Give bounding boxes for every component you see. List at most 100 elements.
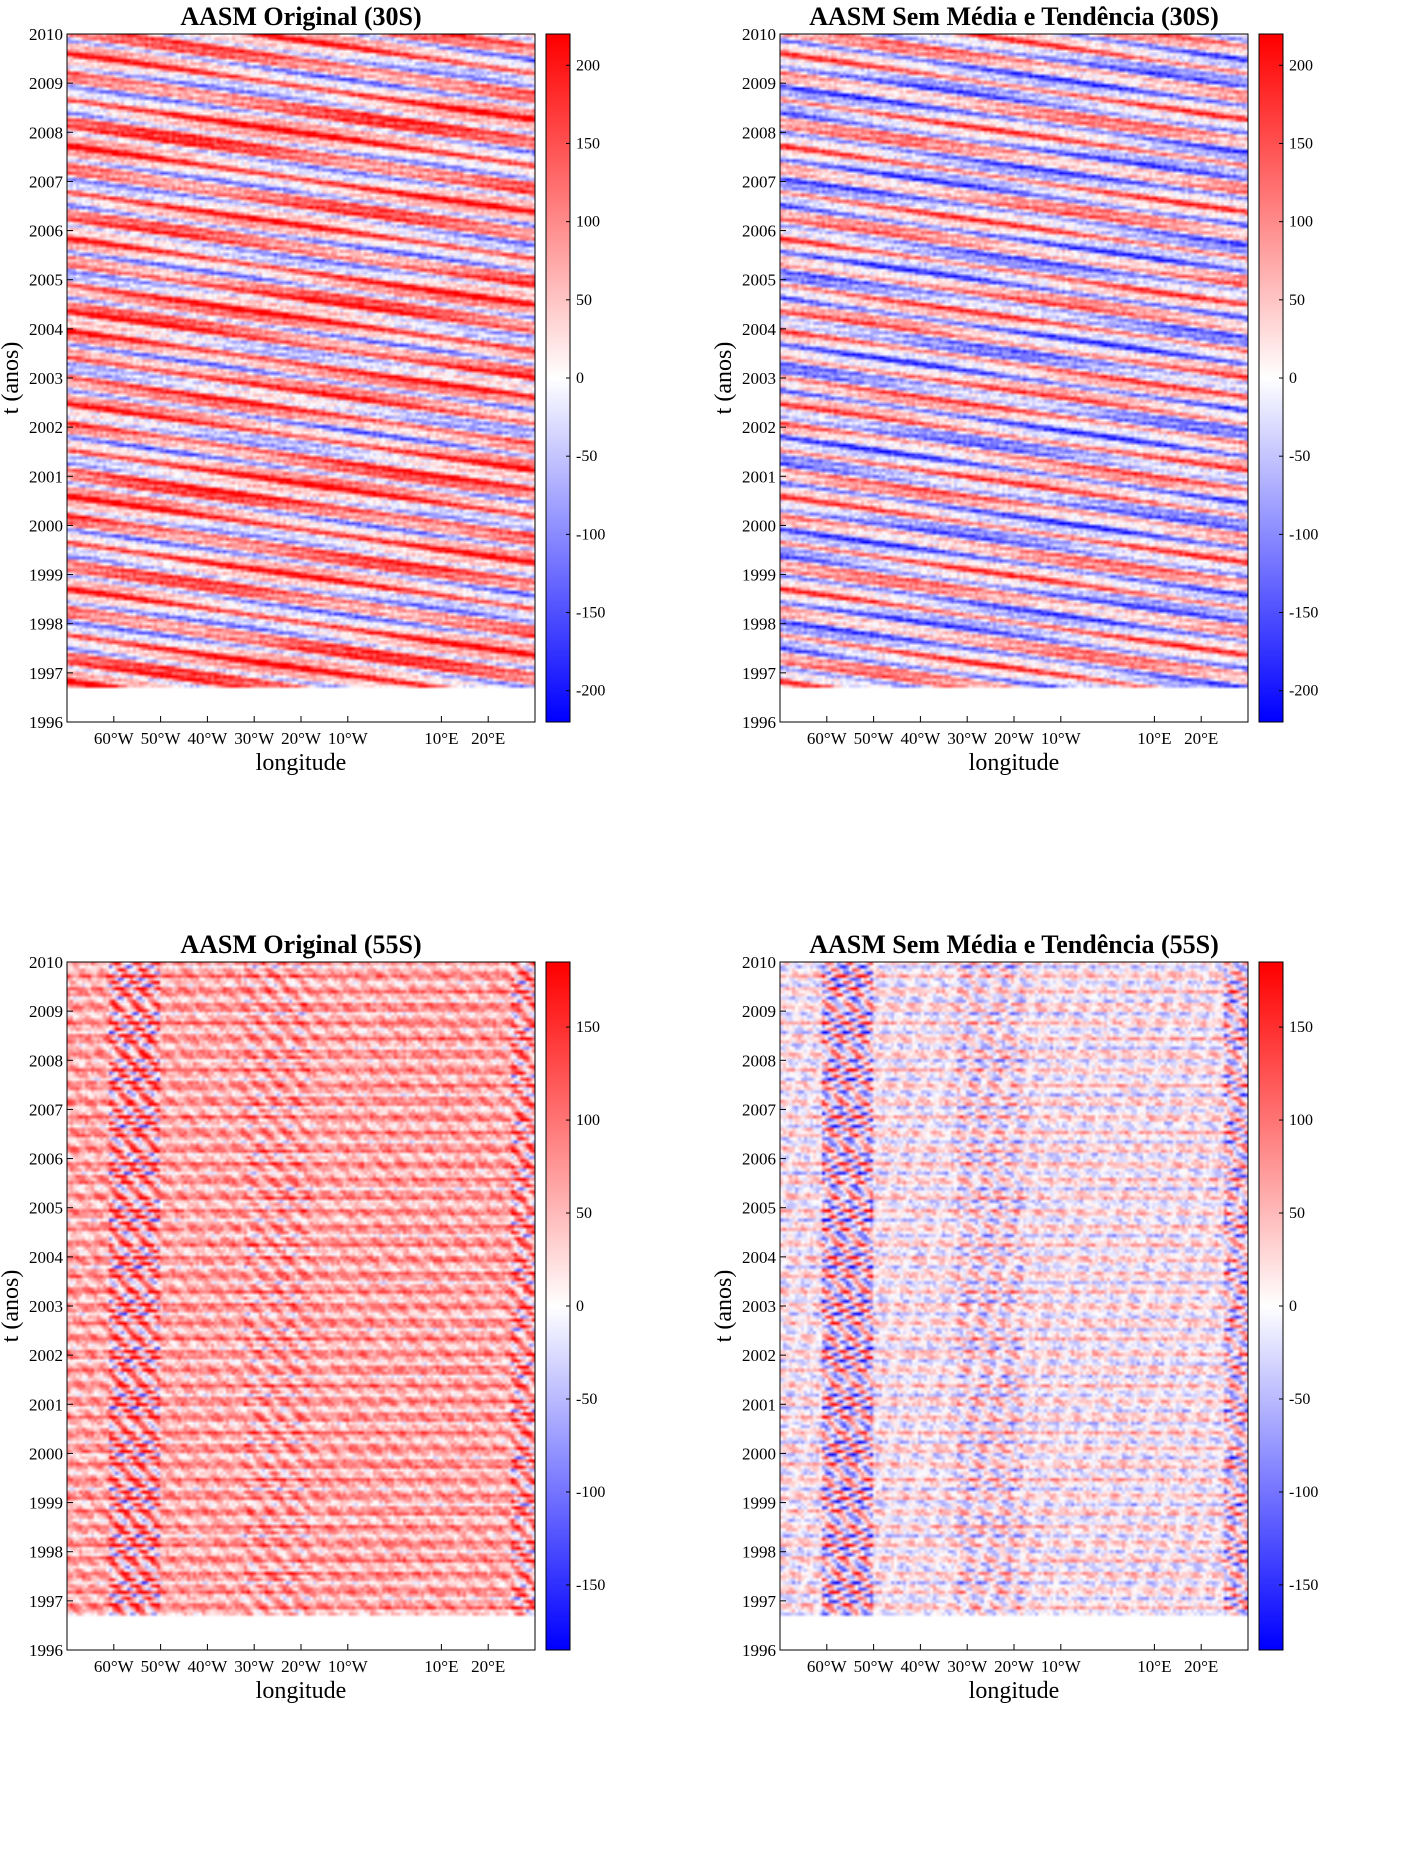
- y-tick-label-2009: 2009: [29, 74, 63, 93]
- y-tick-label-2006: 2006: [742, 222, 776, 241]
- colorbar-tick-label: -100: [576, 526, 605, 543]
- heatmap-image: [67, 34, 535, 722]
- colorbar-tick-label: 200: [1289, 57, 1313, 74]
- x-tick-label-40-w: 40°W: [187, 1657, 228, 1676]
- colorbar-tick-label: -50: [576, 1391, 597, 1408]
- y-tick-label-2007: 2007: [29, 172, 64, 191]
- colorbar-tick-label: -150: [1289, 1577, 1318, 1594]
- colorbar-tick-label: 150: [1289, 1019, 1313, 1036]
- heatmap-svg: AASM Original (55S) 60°W 50°W 40°W 30°W 20°W 1…: [0, 930, 605, 1704]
- x-tick-label-50-w: 50°W: [854, 1657, 895, 1676]
- heatmap-svg: AASM Sem Média e Tendência (55S) 60°W 50°W…: [713, 930, 1318, 1704]
- y-tick-label-2003: 2003: [742, 1297, 776, 1316]
- y-tick-label-1998: 1998: [742, 1543, 776, 1562]
- y-tick-label-2001: 2001: [742, 467, 776, 486]
- colorbar-tick-label: 150: [576, 1019, 600, 1036]
- x-tick-label-40-w: 40°W: [187, 729, 228, 748]
- chart-panel-detrended-55s: AASM Sem Média e Tendência (55S) 60°W 50°W…: [713, 928, 1426, 1856]
- y-tick-label-2006: 2006: [29, 222, 63, 241]
- x-tick-label-10-e: 10°E: [424, 729, 458, 748]
- y-tick-label-2009: 2009: [742, 1002, 776, 1021]
- y-tick-label-2005: 2005: [742, 1199, 776, 1218]
- y-axis-label: t (anos): [0, 342, 24, 415]
- y-tick-label-2002: 2002: [742, 418, 776, 437]
- y-tick-label-2010: 2010: [742, 25, 776, 44]
- y-tick-label-1999: 1999: [29, 566, 63, 585]
- y-tick-label-2005: 2005: [29, 271, 63, 290]
- y-tick-label-1997: 1997: [742, 1592, 777, 1611]
- x-tick-label-50-w: 50°W: [141, 729, 182, 748]
- x-tick-label-40-w: 40°W: [900, 729, 941, 748]
- x-axis-label: longitude: [969, 750, 1060, 776]
- chart-title: AASM Original (30S): [180, 2, 421, 31]
- x-tick-label-30-w: 30°W: [947, 729, 988, 748]
- colorbar-tick-label: -100: [1289, 1484, 1318, 1501]
- y-tick-label-2000: 2000: [29, 516, 63, 535]
- colorbar-tick-label: 100: [576, 1112, 600, 1129]
- chart-panel-original-30s: AASM Original (30S) 60°W 50°W 40°W 30°W 20°W 1…: [0, 0, 713, 928]
- heatmap-image: [780, 34, 1248, 722]
- y-tick-label-2004: 2004: [742, 320, 777, 339]
- y-tick-label-2003: 2003: [29, 369, 63, 388]
- y-tick-label-1999: 1999: [29, 1494, 63, 1513]
- colorbar-tick-label: -150: [1289, 605, 1318, 622]
- colorbar-tick-label: -50: [576, 448, 597, 465]
- colorbar-tick-label: 50: [1289, 292, 1305, 309]
- x-tick-label-10-e: 10°E: [1137, 729, 1171, 748]
- y-tick-label-2002: 2002: [29, 418, 63, 437]
- y-tick-label-2008: 2008: [742, 1051, 776, 1070]
- colorbar-tick-label: -100: [576, 1484, 605, 1501]
- colorbar-tick-label: 200: [576, 57, 600, 74]
- colorbar-tick-label: 50: [1289, 1205, 1305, 1222]
- y-tick-label-1996: 1996: [742, 713, 776, 732]
- x-axis-label: longitude: [256, 1678, 347, 1704]
- y-tick-label-2005: 2005: [29, 1199, 63, 1218]
- y-tick-label-1996: 1996: [29, 1641, 63, 1660]
- y-tick-label-2005: 2005: [742, 271, 776, 290]
- y-tick-label-1996: 1996: [742, 1641, 776, 1660]
- y-tick-label-2006: 2006: [29, 1150, 63, 1169]
- chart-title: AASM Original (55S): [180, 930, 421, 959]
- y-tick-label-2002: 2002: [742, 1346, 776, 1365]
- y-tick-label-2010: 2010: [29, 953, 63, 972]
- y-tick-label-2009: 2009: [29, 1002, 63, 1021]
- x-axis-label: longitude: [969, 1678, 1060, 1704]
- heatmap-image: [67, 962, 535, 1650]
- x-tick-label-20-e: 20°E: [1184, 1657, 1218, 1676]
- y-axis-label: t (anos): [713, 342, 737, 415]
- colorbar-tick-label: 100: [576, 214, 600, 231]
- x-tick-label-30-w: 30°W: [234, 729, 275, 748]
- y-tick-label-2000: 2000: [742, 516, 776, 535]
- y-tick-label-2001: 2001: [29, 467, 63, 486]
- y-tick-label-2004: 2004: [29, 1248, 64, 1267]
- colorbar-tick-label: 150: [576, 135, 600, 152]
- heatmap-svg: AASM Original (30S) 60°W 50°W 40°W 30°W 20°W 1…: [0, 2, 605, 776]
- x-tick-label-50-w: 50°W: [141, 1657, 182, 1676]
- y-tick-label-2009: 2009: [742, 74, 776, 93]
- y-axis-label: t (anos): [0, 1270, 24, 1343]
- y-axis-label: t (anos): [713, 1270, 737, 1343]
- x-axis-label: longitude: [256, 750, 347, 776]
- y-tick-label-2000: 2000: [29, 1444, 63, 1463]
- y-tick-label-1999: 1999: [742, 1494, 776, 1513]
- x-tick-label-20-w: 20°W: [994, 729, 1035, 748]
- colorbar-tick-label: 50: [576, 1205, 592, 1222]
- x-tick-label-10-w: 10°W: [1041, 1657, 1082, 1676]
- x-tick-label-20-w: 20°W: [281, 1657, 322, 1676]
- y-tick-label-2007: 2007: [742, 172, 777, 191]
- y-tick-label-2004: 2004: [742, 1248, 777, 1267]
- x-tick-label-20-w: 20°W: [994, 1657, 1035, 1676]
- x-tick-label-30-w: 30°W: [234, 1657, 275, 1676]
- x-tick-label-10-w: 10°W: [328, 1657, 369, 1676]
- colorbar-tick-label: -150: [576, 605, 605, 622]
- y-tick-label-1998: 1998: [29, 615, 63, 634]
- y-tick-label-2002: 2002: [29, 1346, 63, 1365]
- y-tick-label-2001: 2001: [742, 1395, 776, 1414]
- x-tick-label-20-w: 20°W: [281, 729, 322, 748]
- x-tick-label-60-w: 60°W: [94, 1657, 135, 1676]
- x-tick-label-10-w: 10°W: [328, 729, 369, 748]
- colorbar-tick-label: -50: [1289, 448, 1310, 465]
- colorbar-tick-label: -200: [1289, 683, 1318, 700]
- y-tick-label-2008: 2008: [742, 123, 776, 142]
- chart-panel-detrended-30s: AASM Sem Média e Tendência (30S) 60°W 50°W…: [713, 0, 1426, 928]
